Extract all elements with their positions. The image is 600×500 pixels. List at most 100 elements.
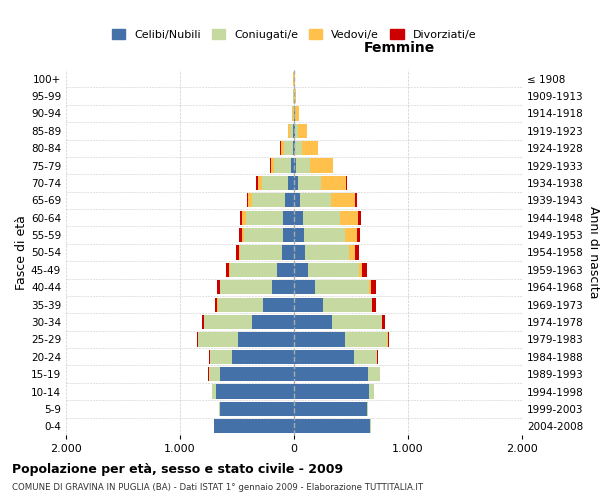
Bar <box>220 402 294 416</box>
Bar <box>202 315 294 329</box>
Bar <box>294 280 371 294</box>
Bar <box>294 106 299 120</box>
Bar <box>294 158 334 172</box>
Bar <box>294 419 371 434</box>
Bar <box>204 315 294 329</box>
Bar <box>217 280 294 294</box>
Bar <box>286 193 294 208</box>
Bar <box>284 141 294 156</box>
Bar <box>292 106 294 120</box>
Bar <box>294 176 298 190</box>
Bar <box>294 141 318 156</box>
Bar <box>294 176 346 190</box>
Bar <box>245 210 294 225</box>
Bar <box>220 367 294 382</box>
Bar <box>217 298 294 312</box>
Bar <box>294 367 380 382</box>
Bar <box>212 384 294 398</box>
Bar <box>294 246 355 260</box>
Bar <box>239 246 294 260</box>
Bar <box>294 193 355 208</box>
Bar <box>294 72 295 86</box>
Bar <box>204 315 294 329</box>
Bar <box>294 384 374 398</box>
Y-axis label: Anni di nascita: Anni di nascita <box>587 206 600 298</box>
Bar <box>277 263 294 277</box>
Bar <box>239 228 294 242</box>
Bar <box>292 106 294 120</box>
Bar <box>294 141 318 156</box>
Bar <box>219 402 294 416</box>
Bar <box>289 176 294 190</box>
Y-axis label: Fasce di età: Fasce di età <box>15 215 28 290</box>
Bar <box>214 419 294 434</box>
Bar <box>294 193 300 208</box>
Bar <box>272 280 294 294</box>
Bar <box>212 384 294 398</box>
Bar <box>294 298 371 312</box>
Bar <box>294 384 374 398</box>
Bar <box>294 210 358 225</box>
Bar <box>294 263 362 277</box>
Bar <box>209 350 294 364</box>
Bar <box>242 228 294 242</box>
Bar <box>294 89 295 103</box>
Legend: Celibi/Nubili, Coniugati/e, Vedovi/e, Divorziati/e: Celibi/Nubili, Coniugati/e, Vedovi/e, Di… <box>107 24 481 44</box>
Bar <box>294 246 305 260</box>
Bar <box>248 193 294 208</box>
Bar <box>294 263 359 277</box>
Bar <box>294 298 323 312</box>
Bar <box>229 263 294 277</box>
Bar <box>294 193 331 208</box>
Bar <box>274 158 294 172</box>
Bar <box>294 384 369 398</box>
Bar <box>294 106 295 120</box>
Bar <box>294 350 378 364</box>
Bar <box>252 315 294 329</box>
Bar <box>294 350 377 364</box>
Bar <box>294 263 308 277</box>
Bar <box>294 384 374 398</box>
Bar <box>294 210 302 225</box>
Bar <box>294 280 376 294</box>
Bar <box>262 176 294 190</box>
Bar <box>294 228 356 242</box>
Bar <box>294 419 370 434</box>
Bar <box>244 228 294 242</box>
Bar <box>256 176 294 190</box>
Bar <box>294 315 382 329</box>
Bar <box>220 280 294 294</box>
Bar <box>232 350 294 364</box>
Bar <box>294 367 380 382</box>
Bar <box>294 176 347 190</box>
Bar <box>240 210 294 225</box>
Bar <box>293 89 294 103</box>
Bar <box>212 384 294 398</box>
Bar <box>226 263 294 277</box>
Bar <box>294 193 357 208</box>
Bar <box>294 280 369 294</box>
Bar <box>214 419 294 434</box>
Bar <box>283 210 294 225</box>
Bar <box>294 124 298 138</box>
Bar <box>280 141 294 156</box>
Bar <box>294 332 346 346</box>
Bar <box>294 124 307 138</box>
Bar <box>209 367 294 382</box>
Bar <box>293 89 294 103</box>
Bar <box>294 141 302 156</box>
Bar <box>294 106 299 120</box>
Bar <box>198 332 294 346</box>
Bar <box>288 124 294 138</box>
Bar <box>294 332 388 346</box>
Bar <box>253 193 294 208</box>
Bar <box>219 402 294 416</box>
Bar <box>220 280 294 294</box>
Bar <box>198 332 294 346</box>
Bar <box>294 210 361 225</box>
Bar <box>294 246 359 260</box>
Bar <box>230 263 294 277</box>
Bar <box>294 228 346 242</box>
Bar <box>197 332 294 346</box>
Bar <box>294 89 296 103</box>
